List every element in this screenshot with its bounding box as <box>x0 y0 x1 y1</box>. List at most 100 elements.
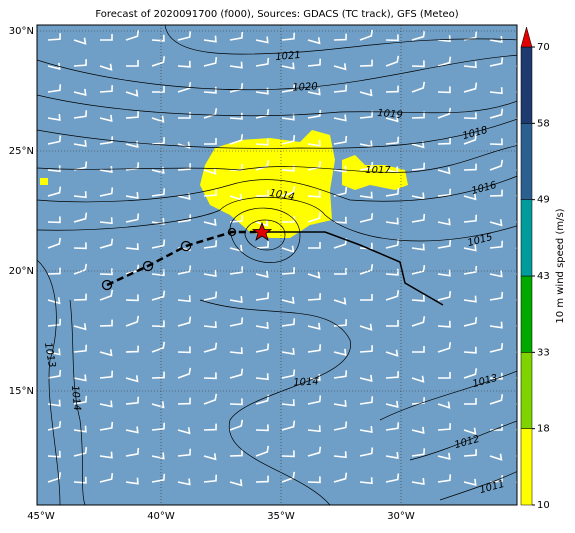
wind-barb <box>281 186 296 197</box>
wind-barb <box>125 111 139 119</box>
wind-barb <box>385 217 399 225</box>
wind-barb <box>489 270 503 278</box>
wind-barb <box>99 400 113 408</box>
storm-center <box>251 221 273 241</box>
wind-barb <box>307 395 322 405</box>
wind-barb <box>385 34 399 42</box>
track-past <box>106 230 262 287</box>
wind-barb <box>99 268 113 276</box>
wind-barb <box>463 163 477 171</box>
wind-barb <box>385 400 399 408</box>
wind-barb <box>359 140 373 148</box>
wind-barb <box>360 294 373 301</box>
wind-barb <box>73 191 87 199</box>
wind-barb <box>411 243 425 251</box>
wind-barb <box>152 86 165 93</box>
wind-barb <box>73 374 87 382</box>
wind-barb <box>203 474 218 483</box>
wind-barb <box>463 368 478 379</box>
wind-barb <box>333 63 347 71</box>
wind-barb <box>203 240 218 249</box>
colorbar-extend <box>520 26 533 48</box>
wind-barb <box>256 190 269 197</box>
wind-barb <box>385 349 399 357</box>
wind-barb <box>255 292 270 301</box>
colorbar-segment <box>520 352 533 429</box>
isobar-label: 1021 <box>275 50 301 63</box>
wind-barb <box>255 241 269 249</box>
wind-barb <box>47 369 62 379</box>
wind-barb <box>412 346 425 353</box>
wind-barb <box>307 322 321 330</box>
wind-barb <box>411 111 425 119</box>
wind-barb <box>204 138 217 145</box>
wind-barb <box>359 89 373 97</box>
wind-barb <box>177 367 192 379</box>
wind-barb <box>411 448 426 457</box>
wind-barb <box>282 216 295 223</box>
wind-barb <box>47 472 62 483</box>
wind-barb <box>229 419 244 431</box>
wind-barb <box>73 242 87 250</box>
colorbar-label: 10 m wind speed (m/s) <box>555 208 566 323</box>
wind-barb <box>99 63 113 71</box>
wind-barb <box>359 345 373 353</box>
wind-barb <box>463 82 478 93</box>
colorbar-segment <box>520 46 533 124</box>
wind-barb <box>99 166 113 174</box>
wind-barb <box>73 344 88 353</box>
colorbar-tick-label: 10 <box>537 500 550 511</box>
wind-barb <box>99 85 113 93</box>
isobar-label: 1014 <box>69 385 82 411</box>
wind-barb <box>47 114 61 122</box>
wind-barb <box>463 112 477 120</box>
wind-barb <box>463 214 478 223</box>
wind-barb <box>411 192 425 200</box>
wind-barb <box>47 165 61 173</box>
wind-barb <box>385 290 400 301</box>
wind-barb <box>203 218 217 226</box>
wind-barb <box>359 374 373 382</box>
wind-barb <box>437 86 451 94</box>
colorbar-tick-label: 18 <box>537 424 550 435</box>
wind-barb <box>489 36 503 44</box>
wind-barb <box>203 108 218 119</box>
wind-barb <box>385 115 399 123</box>
wind-barb <box>307 293 321 301</box>
wind-barb <box>281 399 295 407</box>
wind-barb <box>437 474 452 483</box>
wind-barb <box>359 264 374 275</box>
wind-barb <box>151 166 165 174</box>
wind-barb <box>151 341 166 353</box>
wind-barb <box>229 368 244 379</box>
wind-barb <box>229 449 243 457</box>
wind-area <box>200 130 335 238</box>
wind-barb <box>229 61 243 69</box>
wind-barb <box>437 291 452 301</box>
wind-barb <box>385 422 400 431</box>
lat-label: 25°N <box>9 146 34 157</box>
wind-barb <box>229 83 244 93</box>
wind-barb <box>359 447 374 457</box>
wind-barb <box>47 237 62 249</box>
wind-barb <box>229 215 243 223</box>
wind-barb <box>125 89 139 97</box>
wind-barb <box>255 373 269 381</box>
isobar-label: 1020 <box>292 81 318 93</box>
wind-barb <box>203 321 217 329</box>
wind-barb <box>255 322 269 330</box>
wind-barb <box>177 214 192 223</box>
wind-barb <box>203 35 217 43</box>
wind-barb <box>333 33 347 41</box>
wind-barb <box>463 133 478 145</box>
wind-barb <box>307 190 321 198</box>
wind-barb <box>411 316 426 327</box>
wind-barb <box>489 372 503 380</box>
wind-barb <box>411 397 425 405</box>
wind-barb <box>203 167 217 175</box>
wind-barb <box>99 289 114 301</box>
wind-barb <box>489 475 503 483</box>
wind-barb <box>307 139 321 147</box>
wind-barb <box>359 191 373 199</box>
wind-barb <box>151 452 165 460</box>
